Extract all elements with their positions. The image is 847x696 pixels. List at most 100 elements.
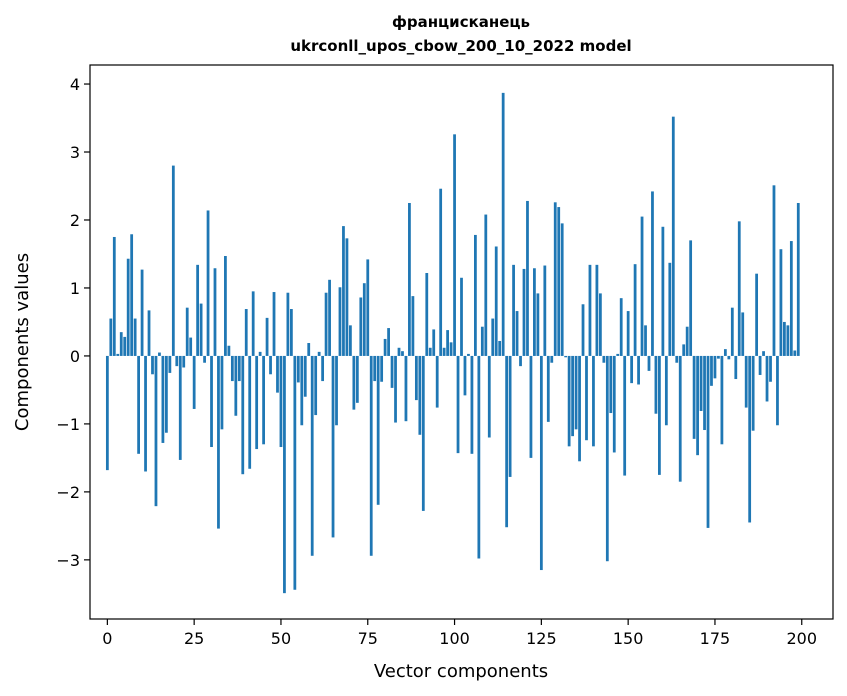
bar [460, 277, 463, 356]
y-tick-label: 4 [70, 75, 80, 94]
bar [286, 292, 290, 356]
bar [456, 355, 460, 454]
bar [598, 293, 602, 356]
bar [595, 264, 599, 356]
bar [352, 355, 356, 410]
bar [491, 318, 495, 356]
bar [373, 355, 377, 382]
bar [668, 262, 672, 356]
bar [425, 273, 429, 356]
x-tick-label: 100 [439, 629, 470, 648]
bar [217, 355, 220, 529]
bar [640, 216, 644, 356]
x-tick-label: 150 [613, 629, 644, 648]
bar [675, 355, 679, 363]
bar [279, 355, 283, 448]
bar [609, 355, 613, 414]
bar [720, 355, 724, 445]
bar [283, 355, 286, 594]
bar [560, 223, 564, 356]
bar [296, 355, 300, 383]
bar [574, 355, 578, 430]
bar [442, 347, 446, 356]
bar [779, 249, 783, 356]
bar [199, 303, 203, 356]
bar [765, 355, 769, 402]
bar [244, 309, 248, 356]
bar [671, 116, 675, 356]
bar [692, 355, 696, 439]
y-tick-label: 3 [70, 143, 80, 162]
bar [533, 268, 536, 356]
y-tick-label: −3 [56, 551, 80, 570]
bar [515, 311, 519, 356]
bar [539, 355, 543, 571]
bar [175, 355, 179, 367]
bar [519, 355, 522, 367]
y-tick-label: 0 [70, 347, 80, 366]
bar [147, 310, 151, 356]
bar [446, 330, 449, 356]
bar [796, 202, 800, 356]
y-tick-label: −1 [56, 415, 80, 434]
bar [119, 332, 123, 356]
bar [428, 347, 432, 356]
bar [578, 355, 581, 462]
bar [390, 355, 394, 388]
bar [637, 355, 640, 385]
bar [293, 355, 297, 590]
bar [696, 355, 699, 456]
bar [789, 241, 793, 356]
bar [626, 311, 630, 356]
bar [349, 325, 352, 356]
bar [182, 355, 186, 368]
chart-title: францисканець [392, 13, 530, 31]
bar [158, 352, 161, 356]
bar [185, 307, 189, 356]
bar [786, 325, 790, 356]
bar [418, 355, 422, 435]
bar [564, 355, 568, 358]
bar [269, 355, 272, 375]
bar [387, 328, 390, 356]
bar [328, 279, 331, 356]
bar [432, 329, 436, 356]
bar [435, 355, 439, 408]
bar [255, 355, 259, 450]
bar [699, 355, 703, 411]
bar [251, 291, 255, 356]
bar [494, 246, 498, 356]
bar [734, 355, 738, 380]
bar [241, 355, 245, 475]
bar [536, 293, 540, 356]
bar [470, 355, 474, 454]
x-axis-ticks: 0 25 50 75 100 125 150 175 200 [102, 619, 817, 648]
x-tick-label: 175 [700, 629, 731, 648]
x-tick-label: 0 [102, 629, 112, 648]
x-axis-label: Vector components [374, 661, 548, 682]
bar [317, 351, 321, 356]
bar [730, 307, 734, 356]
y-tick-label: 2 [70, 211, 80, 230]
bar [414, 355, 418, 401]
bar [112, 236, 116, 356]
y-tick-label: 1 [70, 279, 80, 298]
bar [467, 353, 470, 356]
bar [689, 240, 693, 356]
bar [751, 355, 755, 431]
bar [189, 337, 193, 356]
bar [647, 355, 651, 371]
bar [130, 234, 134, 356]
bar [362, 283, 366, 356]
bar [783, 321, 786, 356]
bar [706, 355, 710, 528]
bar [331, 355, 335, 538]
bar [644, 325, 647, 356]
bar [723, 349, 727, 356]
bar [741, 312, 745, 356]
bar [345, 238, 349, 356]
bar [737, 221, 741, 356]
bar [335, 355, 338, 426]
bar [744, 355, 748, 408]
bar [498, 340, 502, 356]
